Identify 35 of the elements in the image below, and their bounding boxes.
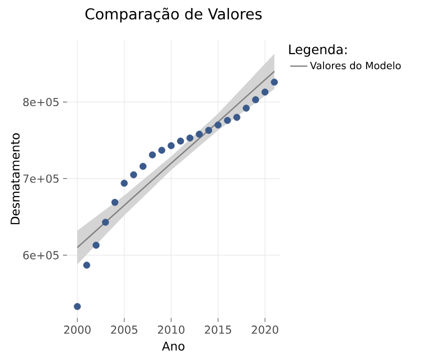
point [140, 162, 147, 170]
y-tick-label: 6e+05 [23, 251, 59, 260]
legend-label: Valores do Modelo [310, 62, 401, 70]
point [205, 126, 212, 134]
x-tick-label: 2020 [252, 326, 278, 334]
point [186, 134, 194, 142]
point [83, 262, 90, 269]
point [148, 151, 156, 158]
point [252, 96, 260, 104]
point [168, 142, 175, 150]
point [261, 88, 268, 96]
y-axis-title: Desmatamento [10, 133, 20, 224]
x-tick-label: 2005 [111, 326, 138, 334]
x-tick-label: 2010 [158, 326, 184, 334]
y-tick-label: 7e+05 [23, 174, 59, 183]
point [242, 104, 250, 112]
legend-title: Legenda: [289, 44, 347, 57]
point [177, 138, 184, 145]
chart-title: Comparação de Valores [85, 8, 262, 22]
point [214, 122, 222, 128]
x-tick-label: 2015 [204, 326, 232, 334]
point [196, 130, 203, 138]
x-axis-title: Ano [162, 342, 184, 351]
point [158, 146, 166, 154]
y-tick-label: 8e+05 [23, 98, 59, 106]
point [130, 171, 138, 178]
point [74, 303, 81, 310]
point [102, 218, 109, 226]
point [224, 116, 231, 124]
point [111, 198, 118, 206]
point [92, 242, 100, 249]
point [120, 180, 128, 187]
point [270, 78, 278, 86]
x-tick-label: 2000 [64, 326, 91, 334]
point [233, 114, 240, 121]
